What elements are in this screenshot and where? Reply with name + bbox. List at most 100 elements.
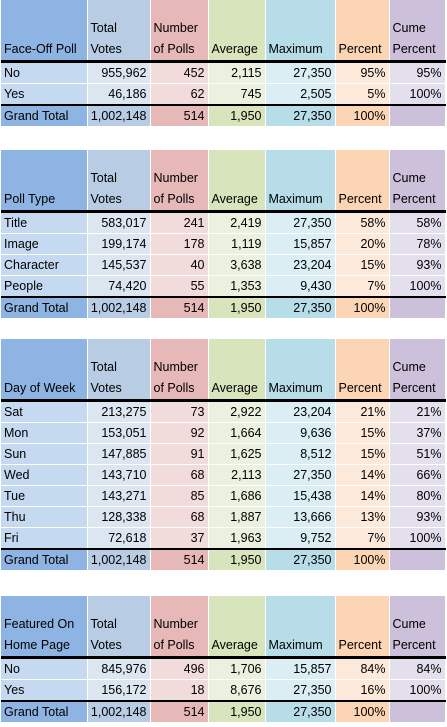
grand-total-number-of-polls[interactable]: 514 bbox=[150, 700, 209, 723]
grand-total-average[interactable]: 1,950 bbox=[208, 700, 266, 723]
cell-percent[interactable]: 20% bbox=[335, 233, 390, 255]
column-header-total-votes[interactable]: Total Votes bbox=[87, 339, 151, 402]
grand-total-percent[interactable]: 100% bbox=[335, 296, 390, 319]
cell-average[interactable]: 1,963 bbox=[208, 527, 266, 550]
cell-label[interactable]: Fri bbox=[1, 527, 88, 550]
cell-maximum[interactable]: 27,350 bbox=[265, 211, 336, 234]
cell-total-votes[interactable]: 145,537 bbox=[87, 254, 151, 276]
grand-total-average[interactable]: 1,950 bbox=[208, 104, 266, 127]
column-header-total-votes[interactable]: Total Votes bbox=[87, 0, 151, 63]
cell-percent[interactable]: 15% bbox=[335, 422, 390, 444]
grand-total-number-of-polls[interactable]: 514 bbox=[150, 548, 209, 571]
grand-total-cume-percent[interactable] bbox=[389, 700, 446, 723]
grand-total-average[interactable]: 1,950 bbox=[208, 548, 266, 571]
cell-maximum[interactable]: 8,512 bbox=[265, 443, 336, 465]
cell-average[interactable]: 745 bbox=[208, 83, 266, 106]
cell-percent[interactable]: 95% bbox=[335, 61, 390, 84]
cell-total-votes[interactable]: 153,051 bbox=[87, 422, 151, 444]
cell-total-votes[interactable]: 845,976 bbox=[87, 657, 151, 680]
cell-number-of-polls[interactable]: 37 bbox=[150, 527, 209, 550]
cell-maximum[interactable]: 27,350 bbox=[265, 679, 336, 702]
cell-number-of-polls[interactable]: 178 bbox=[150, 233, 209, 255]
cell-number-of-polls[interactable]: 452 bbox=[150, 61, 209, 84]
cell-label[interactable]: People bbox=[1, 275, 88, 298]
cell-number-of-polls[interactable]: 241 bbox=[150, 211, 209, 234]
cell-label[interactable]: Sun bbox=[1, 443, 88, 465]
cell-number-of-polls[interactable]: 62 bbox=[150, 83, 209, 106]
cell-maximum[interactable]: 15,438 bbox=[265, 485, 336, 507]
cell-cume-percent[interactable]: 66% bbox=[389, 464, 446, 486]
cell-label[interactable]: Thu bbox=[1, 506, 88, 528]
cell-label[interactable]: Mon bbox=[1, 422, 88, 444]
column-header-cume-percent[interactable]: Cume Percent bbox=[389, 0, 446, 63]
cell-cume-percent[interactable]: 80% bbox=[389, 485, 446, 507]
grand-total-number-of-polls[interactable]: 514 bbox=[150, 104, 209, 127]
column-header-percent[interactable]: Percent bbox=[335, 0, 390, 63]
grand-total-maximum[interactable]: 27,350 bbox=[265, 700, 336, 723]
cell-cume-percent[interactable]: 95% bbox=[389, 61, 446, 84]
cell-maximum[interactable]: 9,636 bbox=[265, 422, 336, 444]
cell-cume-percent[interactable]: 21% bbox=[389, 400, 446, 423]
cell-average[interactable]: 2,115 bbox=[208, 61, 266, 84]
cell-average[interactable]: 3,638 bbox=[208, 254, 266, 276]
cell-cume-percent[interactable]: 78% bbox=[389, 233, 446, 255]
cell-maximum[interactable]: 13,666 bbox=[265, 506, 336, 528]
cell-cume-percent[interactable]: 51% bbox=[389, 443, 446, 465]
cell-percent[interactable]: 21% bbox=[335, 400, 390, 423]
cell-average[interactable]: 2,419 bbox=[208, 211, 266, 234]
cell-number-of-polls[interactable]: 40 bbox=[150, 254, 209, 276]
cell-total-votes[interactable]: 955,962 bbox=[87, 61, 151, 84]
cell-number-of-polls[interactable]: 92 bbox=[150, 422, 209, 444]
column-header-number-of-polls[interactable]: Number of Polls bbox=[150, 150, 209, 213]
cell-label[interactable]: Tue bbox=[1, 485, 88, 507]
grand-total-number-of-polls[interactable]: 514 bbox=[150, 296, 209, 319]
column-header-percent[interactable]: Percent bbox=[335, 596, 390, 659]
column-header-percent[interactable]: Percent bbox=[335, 150, 390, 213]
grand-total-label[interactable]: Grand Total bbox=[1, 104, 88, 127]
cell-average[interactable]: 2,113 bbox=[208, 464, 266, 486]
cell-maximum[interactable]: 9,430 bbox=[265, 275, 336, 298]
column-header-label[interactable]: Face-Off Poll bbox=[1, 0, 88, 63]
column-header-cume-percent[interactable]: Cume Percent bbox=[389, 150, 446, 213]
cell-number-of-polls[interactable]: 18 bbox=[150, 679, 209, 702]
cell-cume-percent[interactable]: 58% bbox=[389, 211, 446, 234]
cell-cume-percent[interactable]: 100% bbox=[389, 527, 446, 550]
column-header-maximum[interactable]: Maximum bbox=[265, 596, 336, 659]
cell-total-votes[interactable]: 128,338 bbox=[87, 506, 151, 528]
grand-total-cume-percent[interactable] bbox=[389, 296, 446, 319]
grand-total-average[interactable]: 1,950 bbox=[208, 296, 266, 319]
column-header-average[interactable]: Average bbox=[208, 596, 266, 659]
cell-label[interactable]: No bbox=[1, 657, 88, 680]
cell-total-votes[interactable]: 583,017 bbox=[87, 211, 151, 234]
column-header-label[interactable]: Featured On Home Page bbox=[1, 596, 88, 659]
column-header-average[interactable]: Average bbox=[208, 150, 266, 213]
column-header-number-of-polls[interactable]: Number of Polls bbox=[150, 596, 209, 659]
cell-percent[interactable]: 15% bbox=[335, 254, 390, 276]
grand-total-total-votes[interactable]: 1,002,148 bbox=[87, 296, 151, 319]
column-header-cume-percent[interactable]: Cume Percent bbox=[389, 339, 446, 402]
grand-total-total-votes[interactable]: 1,002,148 bbox=[87, 548, 151, 571]
cell-cume-percent[interactable]: 84% bbox=[389, 657, 446, 680]
cell-label[interactable]: Image bbox=[1, 233, 88, 255]
column-header-maximum[interactable]: Maximum bbox=[265, 339, 336, 402]
cell-total-votes[interactable]: 199,174 bbox=[87, 233, 151, 255]
cell-average[interactable]: 1,119 bbox=[208, 233, 266, 255]
grand-total-total-votes[interactable]: 1,002,148 bbox=[87, 700, 151, 723]
cell-total-votes[interactable]: 147,885 bbox=[87, 443, 151, 465]
grand-total-maximum[interactable]: 27,350 bbox=[265, 296, 336, 319]
cell-number-of-polls[interactable]: 91 bbox=[150, 443, 209, 465]
grand-total-maximum[interactable]: 27,350 bbox=[265, 548, 336, 571]
column-header-average[interactable]: Average bbox=[208, 0, 266, 63]
cell-cume-percent[interactable]: 100% bbox=[389, 83, 446, 106]
cell-percent[interactable]: 15% bbox=[335, 443, 390, 465]
cell-label[interactable]: Wed bbox=[1, 464, 88, 486]
cell-percent[interactable]: 58% bbox=[335, 211, 390, 234]
grand-total-total-votes[interactable]: 1,002,148 bbox=[87, 104, 151, 127]
cell-total-votes[interactable]: 143,710 bbox=[87, 464, 151, 486]
cell-percent[interactable]: 13% bbox=[335, 506, 390, 528]
cell-label[interactable]: Sat bbox=[1, 400, 88, 423]
grand-total-label[interactable]: Grand Total bbox=[1, 296, 88, 319]
cell-maximum[interactable]: 27,350 bbox=[265, 61, 336, 84]
cell-cume-percent[interactable]: 100% bbox=[389, 679, 446, 702]
cell-percent[interactable]: 14% bbox=[335, 485, 390, 507]
